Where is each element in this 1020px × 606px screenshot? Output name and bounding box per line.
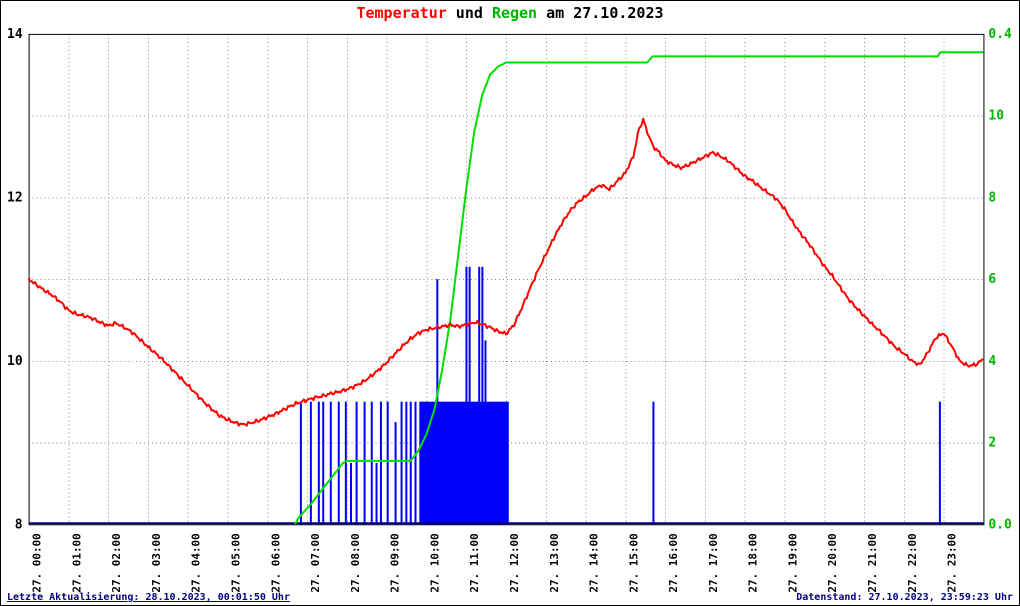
left-axis-tick-label: 10 [7,354,23,369]
right-axis-tick-label: 10 [988,109,1004,124]
rain-bar [299,401,302,525]
rain-bar [465,266,468,525]
rain-total-max-label: 0.4 [988,27,1012,42]
rain-bar [350,462,353,525]
rain-bar [414,401,417,525]
x-axis-label: 27. 04:00 [190,533,203,592]
rain-bar [309,401,312,525]
rain-bar [409,401,412,525]
x-axis-label: 27. 05:00 [229,533,242,592]
title-temperature-label: Temperatur [356,4,447,22]
x-axis-label: 27. 02:00 [110,533,123,592]
right-axis-tick-label: 8 [988,190,996,205]
data-state-text: Datenstand: 27.10.2023, 23:59:23 Uhr [796,592,1013,603]
x-axis-label: 27. 22:00 [906,533,919,592]
x-axis-label: 27. 06:00 [269,533,282,592]
rain-bar [386,401,389,525]
x-axis-label: 27. 20:00 [826,533,839,592]
rain-bar [344,401,347,525]
x-axis-labels: 27. 00:00 27. 01:00 27. 02:00 27. 03:00 27. … [31,533,959,592]
rain-bar [379,401,382,525]
x-axis-label: 27. 19:00 [786,533,799,592]
rain-bar [400,401,403,525]
x-axis-label: 27. 16:00 [667,533,680,592]
x-axis-label: 27. 14:00 [588,533,601,592]
rain-bar [652,401,655,525]
x-axis-label: 27. 15:00 [627,533,640,592]
right-axis-tick-label: 4 [988,354,996,369]
chart-title: Temperatur und Regen am 27.10.2023 [1,4,1019,22]
x-axis-label: 27. 18:00 [747,533,760,592]
rain-bar [363,401,366,525]
x-axis-label: 27. 10:00 [428,533,441,592]
x-axis-label: 27. 17:00 [707,533,720,592]
title-date: am 27.10.2023 [537,4,664,22]
title-conjunction: und [446,4,492,22]
rain-bars [299,266,941,525]
right-axis-tick-label: 2 [988,436,996,451]
x-axis-label: 27. 08:00 [349,533,362,592]
rain-bar [481,266,484,525]
rain-bar [405,401,408,525]
rain-bar [337,401,340,525]
rain-bar [394,422,397,525]
rain-bar [478,266,481,525]
left-axis-tick-label: 8 [15,517,23,532]
rain-bar [370,401,373,525]
rain-bar [375,462,378,525]
left-axis-tick-label: 14 [7,27,23,42]
left-axis-tick-label: 12 [7,190,23,205]
x-axis-label: 27. 01:00 [70,533,83,592]
rain-bar [484,340,487,525]
x-axis-label: 27. 03:00 [150,533,163,592]
x-axis-label: 27. 21:00 [866,533,879,592]
left-axis-labels: 8 10 12 14 [7,27,23,532]
rain-bar [419,401,509,525]
x-axis-label: 27. 23:00 [946,533,959,592]
rain-bar [436,279,439,525]
rain-bar [322,401,325,525]
temperature-line [27,117,984,427]
x-axis-label: 27. 00:00 [31,533,44,592]
x-axis-label: 27. 11:00 [468,533,481,592]
right-axis-labels: 0.0 2 4 6 8 10 0.4 [988,27,1012,532]
title-rain-label: Regen [491,4,538,22]
right-axis-tick-label: 6 [988,272,996,287]
x-axis-label: 27. 13:00 [548,533,561,592]
rain-total-line [294,51,984,525]
x-axis-label: 27. 12:00 [508,533,521,592]
rain-bar [938,401,941,525]
rain-bar [329,401,332,525]
right-axis-tick-label: 0.0 [988,517,1012,532]
rain-bar [355,401,358,525]
x-axis-label: 27. 07:00 [309,533,322,592]
last-update-text[interactable]: Letzte Aktualisierung: 28.10.2023, 00:01… [7,592,290,603]
x-axis-label: 27. 09:00 [389,533,402,592]
rain-bar [317,401,320,525]
rain-bar [468,266,471,525]
